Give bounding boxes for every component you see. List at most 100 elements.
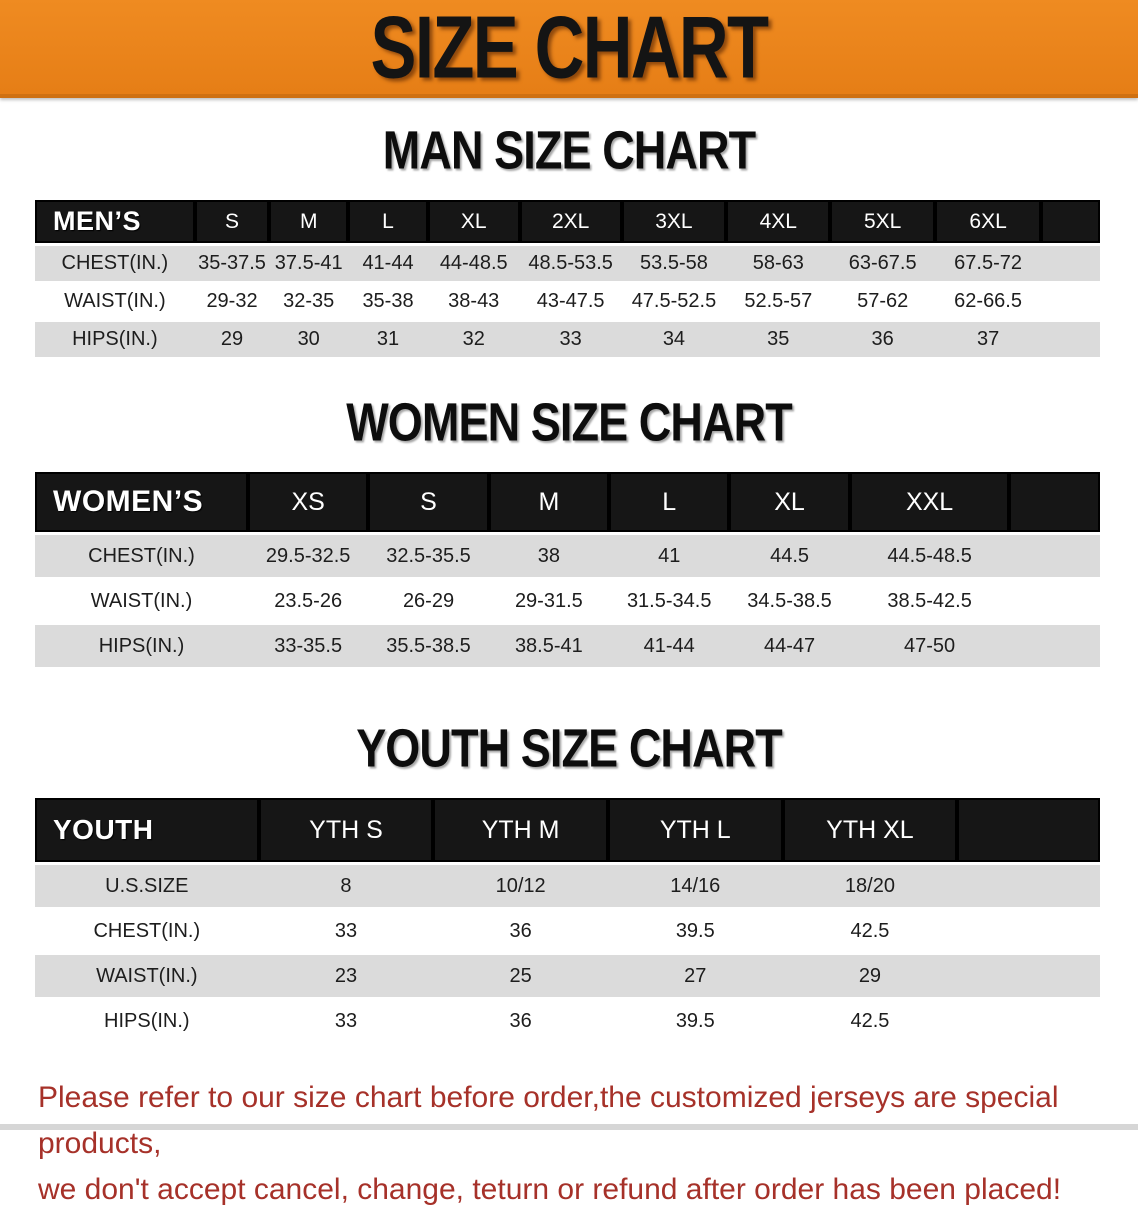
size-value-cell: 10/12 — [433, 863, 608, 910]
size-value-cell: 35 — [726, 320, 831, 360]
size-column-header: XS — [248, 472, 369, 535]
men-chart-heading: MAN SIZE CHART — [382, 119, 756, 181]
table-header-row: WOMEN’S XS S M L XL XXL — [35, 472, 1100, 535]
table-row: WAIST(IN.) 29-32 32-35 35-38 38-43 43-47.5 47.… — [35, 282, 1100, 322]
row-label: HIPS(IN.) — [35, 623, 248, 670]
size-value-cell: 34.5-38.5 — [729, 578, 850, 625]
size-value-cell: 29.5-32.5 — [248, 533, 369, 580]
row-label: HIPS(IN.) — [35, 998, 259, 1045]
size-column-header: XL — [427, 200, 520, 246]
size-value-cell: 43-47.5 — [519, 282, 622, 322]
size-column-header: YTH L — [607, 798, 783, 865]
table-row: HIPS(IN.) 33 36 39.5 42.5 — [35, 998, 1100, 1045]
row-filler-cell — [957, 863, 1100, 910]
row-label: CHEST(IN.) — [35, 533, 248, 580]
size-value-cell: 23 — [258, 953, 434, 1000]
size-value-cell: 37 — [934, 320, 1042, 360]
table-row: HIPS(IN.) 33-35.5 35.5-38.5 38.5-41 41-44 44-… — [35, 623, 1100, 670]
disclaimer-line-2: we don't accept cancel, change, teturn o… — [38, 1173, 1062, 1206]
row-filler-cell — [1041, 282, 1100, 322]
size-value-cell: 31 — [348, 320, 428, 360]
size-value-cell: 33 — [258, 998, 434, 1045]
banner-title: SIZE CHART — [370, 0, 770, 97]
size-value-cell: 29 — [194, 320, 270, 360]
table-row: HIPS(IN.) 29 30 31 32 33 34 35 36 37 — [35, 320, 1100, 360]
size-value-cell: 41 — [609, 533, 730, 580]
table-title-cell: YOUTH — [35, 798, 259, 865]
youth-size-table: YOUTH YTH S YTH M YTH L YTH XL U.S.SIZE 8 10/12… — [35, 798, 1100, 1045]
size-value-cell: 35.5-38.5 — [368, 623, 489, 670]
size-value-cell: 58-63 — [726, 244, 831, 284]
size-column-header: S — [368, 472, 489, 535]
table-row: CHEST(IN.) 33 36 39.5 42.5 — [35, 908, 1100, 955]
size-value-cell: 67.5-72 — [934, 244, 1042, 284]
row-filler-cell — [1009, 533, 1100, 580]
size-value-cell: 44-48.5 — [427, 244, 520, 284]
size-value-cell: 62-66.5 — [934, 282, 1042, 322]
size-value-cell: 36 — [433, 998, 608, 1045]
women-size-table: WOMEN’S XS S M L XL XXL CHEST(IN.) 29.5-32.5 32.5… — [35, 472, 1100, 670]
size-value-cell: 38 — [488, 533, 610, 580]
table-header-row: MEN’S S M L XL 2XL 3XL 4XL 5XL 6XL — [35, 200, 1100, 246]
header-filler-cell — [957, 798, 1100, 865]
women-chart-heading: WOMEN SIZE CHART — [346, 391, 792, 453]
row-label: CHEST(IN.) — [35, 244, 195, 284]
row-label: CHEST(IN.) — [35, 908, 259, 955]
table-header-row: YOUTH YTH S YTH M YTH L YTH XL — [35, 798, 1100, 865]
row-filler-cell — [957, 953, 1100, 1000]
size-value-cell: 29-31.5 — [488, 578, 610, 625]
size-column-header: 5XL — [830, 200, 935, 246]
row-label: U.S.SIZE — [35, 863, 259, 910]
size-value-cell: 36 — [830, 320, 935, 360]
size-value-cell: 23.5-26 — [248, 578, 369, 625]
row-label: HIPS(IN.) — [35, 320, 195, 360]
size-value-cell: 33 — [519, 320, 622, 360]
size-value-cell: 63-67.5 — [830, 244, 935, 284]
row-filler-cell — [1041, 320, 1100, 360]
size-column-header: XXL — [849, 472, 1010, 535]
men-size-section: MAN SIZE CHART MEN’S S M L XL 2XL 3XL 4XL 5XL 6XL… — [0, 119, 1138, 360]
size-value-cell: 52.5-57 — [726, 282, 831, 322]
size-value-cell: 57-62 — [830, 282, 935, 322]
size-value-cell: 41-44 — [609, 623, 730, 670]
size-value-cell: 44.5 — [729, 533, 850, 580]
bottom-edge-strip — [0, 1124, 1138, 1130]
size-column-header: YTH XL — [782, 798, 958, 865]
youth-size-section: YOUTH SIZE CHART YOUTH YTH S YTH M YTH L YTH… — [0, 717, 1138, 1045]
size-value-cell: 35-37.5 — [194, 244, 270, 284]
table-row: CHEST(IN.) 35-37.5 37.5-41 41-44 44-48.5 48.5… — [35, 244, 1100, 284]
size-value-cell: 30 — [269, 320, 349, 360]
disclaimer: Please refer to our size chart before or… — [0, 1075, 1138, 1213]
size-column-header: 6XL — [934, 200, 1042, 246]
row-filler-cell — [1009, 578, 1100, 625]
row-label: WAIST(IN.) — [35, 953, 259, 1000]
men-size-table: MEN’S S M L XL 2XL 3XL 4XL 5XL 6XL CHEST(IN.) 35-37… — [35, 200, 1100, 360]
size-value-cell: 38.5-41 — [488, 623, 610, 670]
youth-chart-heading: YOUTH SIZE CHART — [356, 717, 783, 779]
size-value-cell: 39.5 — [607, 908, 783, 955]
size-value-cell: 38-43 — [427, 282, 520, 322]
table-row: WAIST(IN.) 23.5-26 26-29 29-31.5 31.5-34.5 34… — [35, 578, 1100, 625]
size-value-cell: 36 — [433, 908, 608, 955]
size-chart-banner: SIZE CHART — [0, 0, 1138, 98]
size-value-cell: 44.5-48.5 — [849, 533, 1010, 580]
size-value-cell: 53.5-58 — [621, 244, 727, 284]
row-filler-cell — [957, 998, 1100, 1045]
row-label: WAIST(IN.) — [35, 282, 195, 322]
size-value-cell: 42.5 — [782, 998, 958, 1045]
size-value-cell: 32.5-35.5 — [368, 533, 489, 580]
size-value-cell: 29 — [782, 953, 958, 1000]
size-value-cell: 42.5 — [782, 908, 958, 955]
size-column-header: L — [348, 200, 428, 246]
row-filler-cell — [1041, 244, 1100, 284]
size-value-cell: 18/20 — [782, 863, 958, 910]
size-value-cell: 38.5-42.5 — [849, 578, 1010, 625]
size-value-cell: 32-35 — [269, 282, 349, 322]
size-value-cell: 32 — [427, 320, 520, 360]
size-value-cell: 35-38 — [348, 282, 428, 322]
size-column-header: 3XL — [621, 200, 727, 246]
row-label: WAIST(IN.) — [35, 578, 248, 625]
row-filler-cell — [957, 908, 1100, 955]
size-value-cell: 8 — [258, 863, 434, 910]
size-value-cell: 48.5-53.5 — [519, 244, 622, 284]
